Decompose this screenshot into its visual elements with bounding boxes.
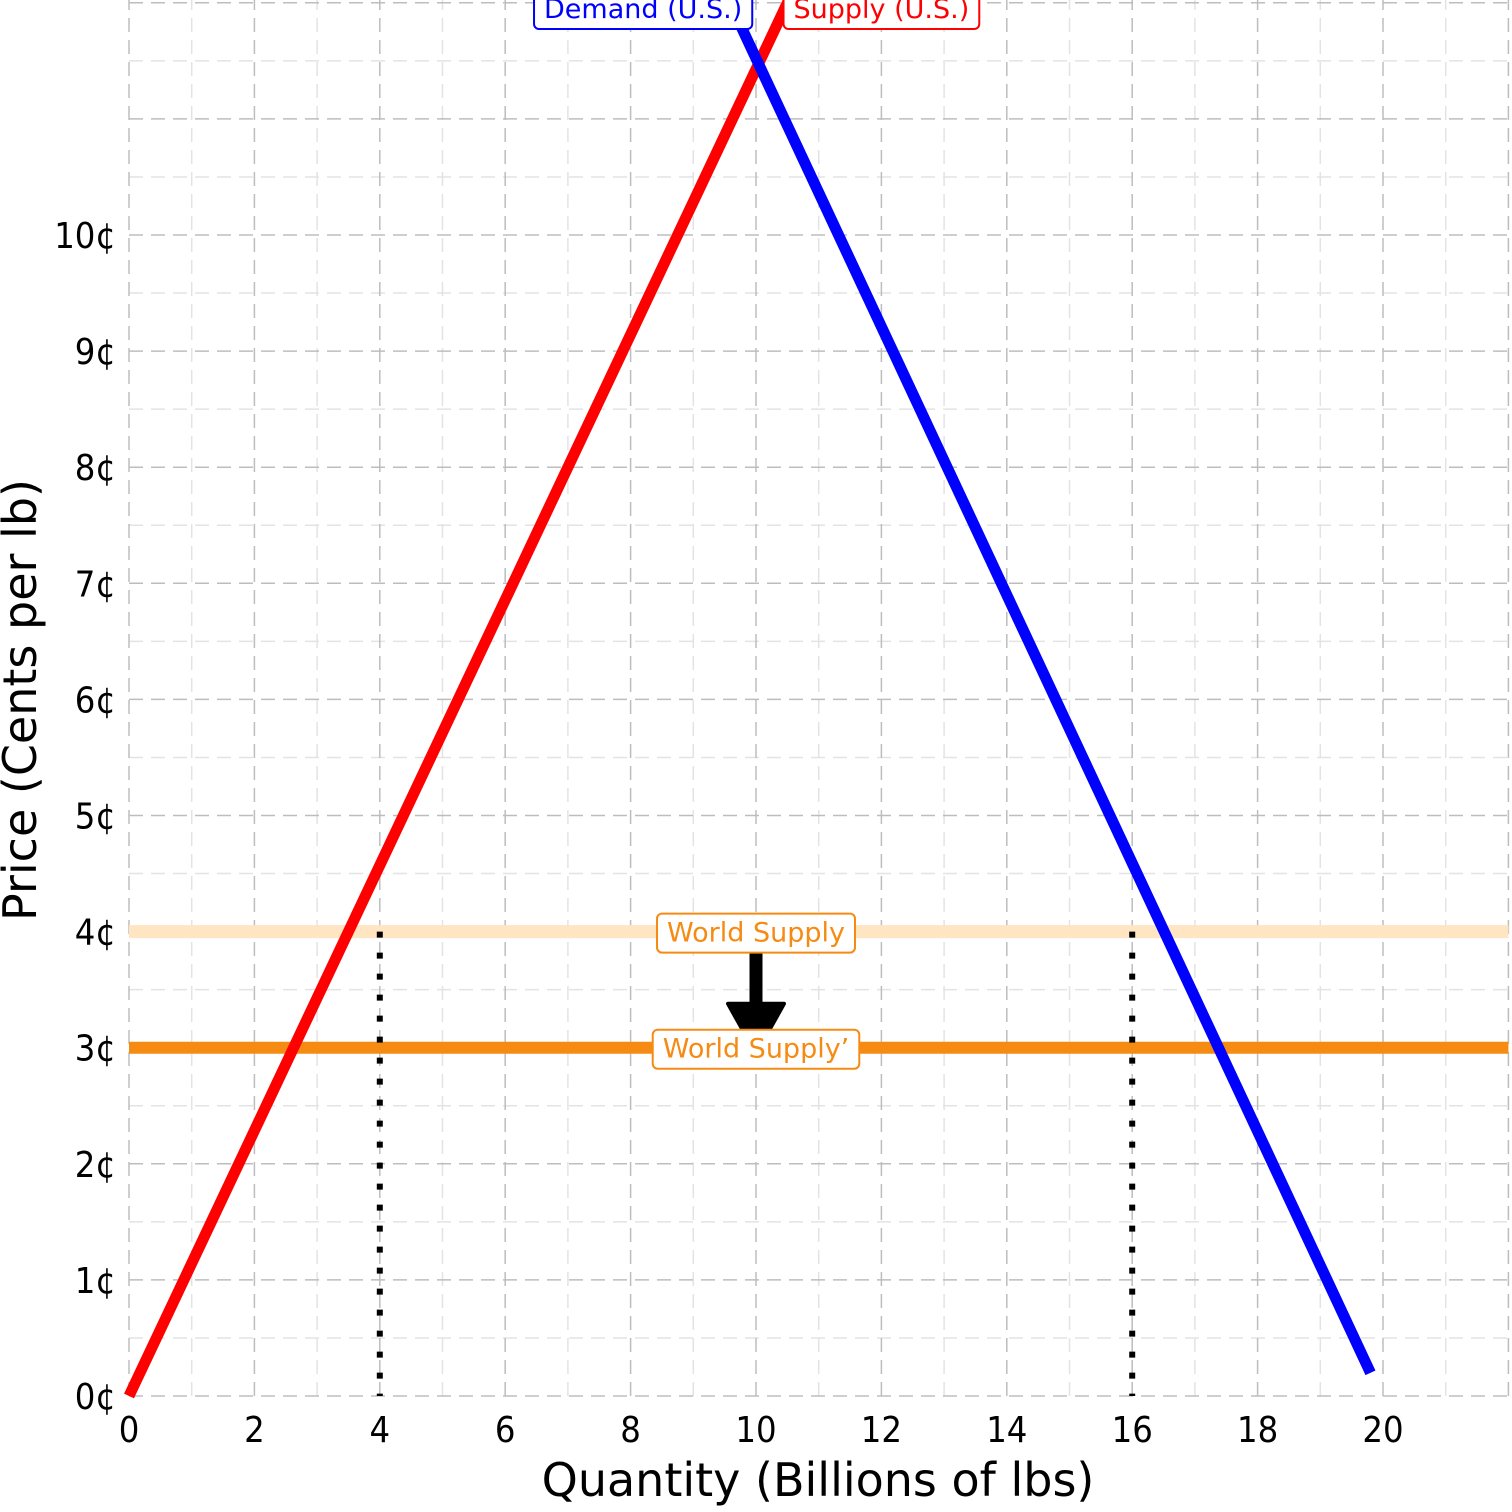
curve-label-0: Demand (U.S.)	[533, 0, 754, 30]
x-tick-label: 4	[369, 1410, 390, 1451]
y-axis-title: Price (Cents per lb)	[0, 479, 47, 921]
curve-label-text: World Supply’	[663, 1034, 850, 1065]
curve-label-box	[782, 0, 981, 30]
x-tick-label: 0	[119, 1410, 140, 1451]
x-tick-label: 2	[244, 1410, 265, 1451]
y-tick-label: 7¢	[75, 564, 116, 605]
curve-labels: Demand (U.S.) Supply (U.S.) World Supply Wo…	[533, 0, 981, 1070]
curve-label-box	[533, 0, 754, 30]
y-axis-ticks: 0¢ 1¢ 2¢ 3¢ 4¢ 5¢ 6¢ 7¢ 8¢ 9¢ 10¢	[54, 216, 116, 1418]
supply-u-s-line	[124, 0, 795, 1399]
curve-label-2: World Supply	[656, 912, 857, 954]
y-tick-label: 8¢	[75, 448, 116, 489]
x-tick-label: 14	[986, 1410, 1027, 1451]
curve-label-text: Demand (U.S.)	[544, 0, 742, 25]
minor-gridlines	[129, 0, 1508, 1396]
x-tick-label: 16	[1112, 1410, 1153, 1451]
x-tick-label: 8	[620, 1410, 641, 1451]
y-tick-label: 0¢	[75, 1377, 116, 1418]
curve-label-1: Supply (U.S.)	[782, 0, 981, 30]
demand-u-s-line	[722, 0, 1376, 1376]
y-tick-label: 10¢	[54, 216, 116, 257]
reference-lines	[376, 931, 1136, 1396]
x-tick-label: 10	[735, 1410, 776, 1451]
x-tick-label: 20	[1362, 1410, 1403, 1451]
curve-label-3: World Supply’	[651, 1028, 861, 1070]
curve-label-box	[656, 912, 857, 954]
x-tick-label: 6	[495, 1410, 516, 1451]
y-tick-label: 4¢	[75, 913, 116, 954]
y-tick-label: 6¢	[75, 680, 116, 721]
x-axis-ticks: 0 2 4 6 8 10 12 14 16 18 20	[119, 1410, 1404, 1451]
x-tick-label: 12	[861, 1410, 902, 1451]
y-tick-label: 1¢	[75, 1261, 116, 1302]
curve-label-text: Supply (U.S.)	[794, 0, 970, 25]
curve-label-box	[651, 1028, 861, 1070]
y-tick-label: 5¢	[75, 797, 116, 838]
x-tick-label: 18	[1237, 1410, 1278, 1451]
y-tick-label: 2¢	[75, 1145, 116, 1186]
x-axis-title: Quantity (Billions of lbs)	[542, 1453, 1095, 1507]
y-tick-label: 3¢	[75, 1029, 116, 1070]
y-tick-label: 9¢	[75, 332, 116, 373]
curve-label-text: World Supply	[667, 918, 845, 949]
